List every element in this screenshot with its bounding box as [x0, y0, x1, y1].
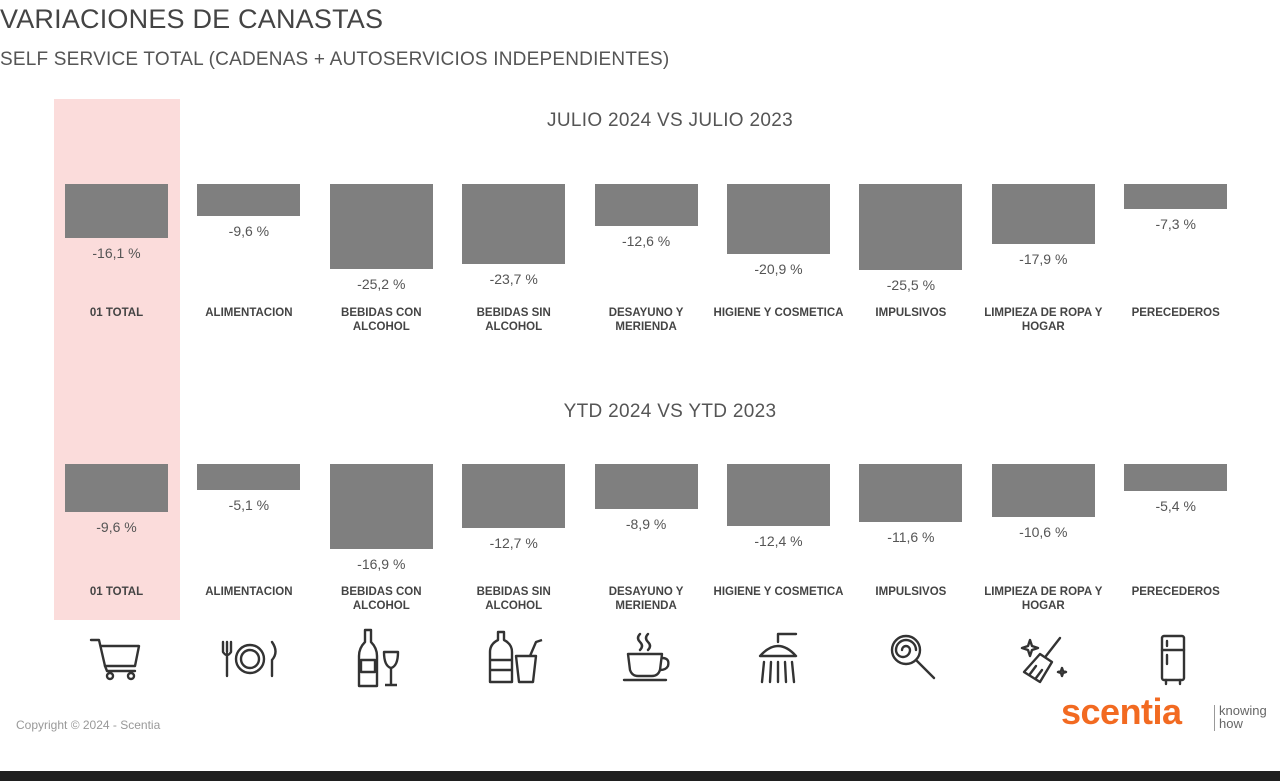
- chart-1-bar: [727, 184, 830, 255]
- chart-1-bar: [462, 184, 566, 264]
- logo-divider: [1214, 705, 1215, 731]
- fridge-icon: [1150, 628, 1210, 688]
- chart-1-data-label: -16,1 %: [92, 245, 141, 262]
- coffee-cup-icon: [618, 628, 678, 688]
- chart-1-data-label: -9,6 %: [228, 223, 270, 240]
- chart-2-category-label: LIMPIEZA DE ROPA Y HOGAR: [984, 586, 1103, 612]
- chart-2-category-label: DESAYUNO Y MERIENDA: [608, 586, 684, 612]
- chart-2-data-label: -9,6 %: [96, 519, 137, 535]
- chart-1-bar: [329, 184, 433, 269]
- chart-1-category-label: BEBIDAS CON ALCOHOL: [341, 307, 422, 333]
- chart-1-bar: [594, 184, 698, 227]
- chart-2-data-label: -12,4 %: [754, 533, 803, 549]
- chart-2-title: YTD 2024 VS YTD 2023: [563, 401, 777, 422]
- chart-2-category-label: BEBIDAS SIN ALCOHOL: [476, 586, 551, 612]
- chart-1-data-label: -7,3 %: [1155, 215, 1196, 232]
- chart-1-category-label: BEBIDAS SIN ALCOHOL: [476, 307, 551, 333]
- bottom-bar: [0, 771, 1280, 781]
- page-title: VARIACIONES DE CANASTAS: [0, 4, 384, 34]
- chart-2-category-label: BEBIDAS CON ALCOHOL: [341, 586, 422, 612]
- shower-icon: [752, 628, 812, 688]
- chart-2-bar: [329, 464, 433, 549]
- chart-1-category-label: LIMPIEZA DE ROPA Y HOGAR: [984, 307, 1103, 333]
- chart-1-data-label: -12,6 %: [621, 233, 671, 250]
- total-column-highlight: [54, 99, 180, 620]
- chart-1-category-label: HIGIENE Y COSMETICA: [713, 307, 844, 319]
- chart-2-data-label: -11,6 %: [887, 529, 935, 545]
- lollipop-icon: [884, 628, 944, 688]
- chart-2-category-label: HIGIENE Y COSMETICA: [713, 586, 844, 598]
- chart-1-data-label: -25,2 %: [357, 275, 406, 292]
- chart-1-title: JULIO 2024 VS JULIO 2023: [547, 110, 793, 131]
- chart-2-bar: [859, 464, 963, 522]
- chart-2-data-label: -8,9 %: [625, 515, 667, 532]
- chart-1-data-label: -17,9 %: [1019, 251, 1068, 268]
- chart-2-bar: [462, 464, 566, 528]
- chart-1-data-label: -23,7 %: [489, 270, 538, 287]
- chart-1-data-label: -25,5 %: [886, 276, 936, 293]
- chart-1-bar: [197, 184, 301, 217]
- broom-icon: [1016, 628, 1076, 688]
- chart-2-data-label: -10,6 %: [1019, 524, 1068, 540]
- chart-2-bar: [727, 464, 830, 526]
- chart-2-bar: [1124, 464, 1228, 491]
- chart-2-bar: [991, 464, 1095, 517]
- chart-2-category-label: 01 TOTAL: [89, 586, 144, 598]
- page-subtitle: SELF SERVICE TOTAL (CADENAS + AUTOSERVIC…: [0, 49, 670, 70]
- chart-2-data-label: -12,7 %: [489, 534, 538, 551]
- chart-2-data-label: -16,9 %: [357, 555, 406, 572]
- chart-1-bar: [859, 184, 963, 270]
- chart-2-bar: [594, 464, 698, 509]
- chart-1-category-label: ALIMENTACION: [205, 307, 293, 319]
- chart-2-category-label: IMPULSIVOS: [875, 586, 947, 598]
- chart-1-category-label: 01 TOTAL: [89, 307, 144, 319]
- tagline-line-1: knowing: [1219, 703, 1267, 718]
- chart-1-bar: [65, 184, 168, 239]
- logo-tagline: knowing how: [1219, 704, 1267, 730]
- chart-2-category-label: PERECEDEROS: [1131, 586, 1220, 598]
- cutlery-plate-icon: [219, 628, 279, 688]
- chart-2-data-label: -5,1 %: [228, 496, 270, 513]
- chart-1-bar: [991, 184, 1095, 245]
- wine-bottle-icon: [352, 628, 412, 688]
- chart-1-category-label: PERECEDEROS: [1131, 307, 1220, 319]
- tagline-line-2: how: [1219, 716, 1243, 731]
- chart-1-bar: [1124, 184, 1228, 209]
- shopping-cart-icon: [87, 628, 147, 688]
- chart-1-category-label: DESAYUNO Y MERIENDA: [608, 307, 684, 333]
- soda-bottle-cup-icon: [486, 628, 546, 688]
- chart-1-data-label: -20,9 %: [754, 261, 803, 278]
- scentia-logo: scentia: [1061, 691, 1182, 732]
- chart-2-bar: [65, 464, 168, 512]
- chart-2-bar: [197, 464, 301, 490]
- chart-1-category-label: IMPULSIVOS: [875, 307, 947, 319]
- copyright-text: Copyright © 2024 - Scentia: [16, 718, 161, 732]
- chart-2-category-label: ALIMENTACION: [205, 586, 293, 598]
- chart-2-data-label: -5,4 %: [1155, 498, 1196, 514]
